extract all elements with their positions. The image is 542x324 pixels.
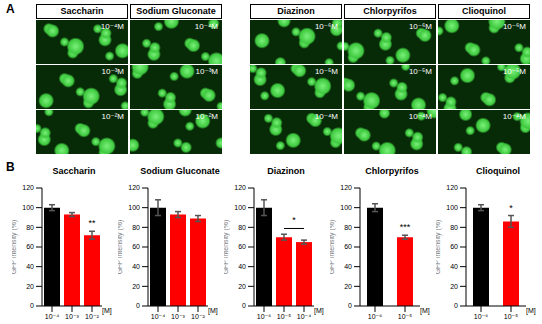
svg-text:10⁻⁵: 10⁻⁵ <box>277 313 291 320</box>
html-text:10⁻⁵M: 10⁻⁵M <box>314 67 338 76</box>
html-text:10⁻⁴M: 10⁻⁴M <box>100 22 124 31</box>
svg-text:10⁻⁴: 10⁻⁴ <box>45 313 60 320</box>
html-text:10⁻⁶M: 10⁻⁶M <box>314 22 338 31</box>
svg-text:60: 60 <box>450 243 458 250</box>
svg-text:40: 40 <box>238 263 246 270</box>
svg-text:60: 60 <box>238 243 246 250</box>
svg-text:GFP intensity (%): GFP intensity (%) <box>12 220 18 275</box>
html-text:10⁻⁴M: 10⁻⁴M <box>502 112 526 121</box>
svg-text:40: 40 <box>344 263 352 270</box>
html-text:A: A <box>6 2 15 16</box>
svg-text:80: 80 <box>238 224 246 231</box>
svg-text:0: 0 <box>348 302 352 309</box>
html-text:Diazinon: Diazinon <box>277 6 315 16</box>
svg-text:100: 100 <box>128 204 140 211</box>
html-text:10⁻²M: 10⁻²M <box>101 112 124 121</box>
html-text:[M]: [M] <box>208 307 218 314</box>
svg-text:GFP intensity (%): GFP intensity (%) <box>118 220 124 275</box>
svg-text:120: 120 <box>446 184 458 191</box>
svg-text:120: 120 <box>128 184 140 191</box>
svg-text:10⁻⁶: 10⁻⁶ <box>474 313 488 320</box>
svg-text:***: *** <box>400 222 411 232</box>
svg-text:60: 60 <box>132 243 140 250</box>
svg-text:120: 120 <box>22 184 34 191</box>
svg-text:20: 20 <box>26 283 34 290</box>
html-text:Chlorpyrifos: Chlorpyrifos <box>365 166 419 176</box>
svg-text:0: 0 <box>454 302 458 309</box>
svg-text:120: 120 <box>340 184 352 191</box>
svg-text:10⁻²: 10⁻² <box>191 313 205 320</box>
html-text:[M]: [M] <box>314 307 324 314</box>
html-text:B: B <box>6 160 15 174</box>
svg-text:60: 60 <box>26 243 34 250</box>
html-text:10⁻²M: 10⁻²M <box>195 112 218 121</box>
html-text:10⁻⁶M: 10⁻⁶M <box>502 22 526 31</box>
svg-text:80: 80 <box>450 224 458 231</box>
html-text:Clioquinol: Clioquinol <box>476 166 520 176</box>
svg-text:20: 20 <box>450 283 458 290</box>
svg-text:10⁻⁴: 10⁻⁴ <box>297 313 312 320</box>
svg-text:20: 20 <box>344 283 352 290</box>
html-text:10⁻⁵M: 10⁻⁵M <box>408 67 432 76</box>
svg-text:40: 40 <box>26 263 34 270</box>
svg-text:*: * <box>292 215 296 225</box>
html-text:[M]: [M] <box>102 307 112 314</box>
svg-text:10⁻⁶: 10⁻⁶ <box>368 313 382 320</box>
svg-text:10⁻³: 10⁻³ <box>65 313 79 320</box>
html-text:[M]: [M] <box>420 307 430 314</box>
svg-text:20: 20 <box>238 283 246 290</box>
svg-text:10⁻²: 10⁻² <box>85 313 99 320</box>
svg-text:10⁻³: 10⁻³ <box>171 313 185 320</box>
svg-text:80: 80 <box>26 224 34 231</box>
html-text:10⁻⁴M: 10⁻⁴M <box>314 112 338 121</box>
html-text:10⁻³M: 10⁻³M <box>101 67 124 76</box>
html-text:10⁻⁶M: 10⁻⁶M <box>408 22 432 31</box>
html-text:Saccharin: Saccharin <box>52 166 96 176</box>
svg-text:80: 80 <box>132 224 140 231</box>
svg-text:40: 40 <box>450 263 458 270</box>
html-text:[M]: [M] <box>526 307 536 314</box>
svg-text:10⁻⁵: 10⁻⁵ <box>504 313 518 320</box>
html-text:Sodium Gluconate: Sodium Gluconate <box>136 6 216 16</box>
svg-text:10⁻⁶: 10⁻⁶ <box>257 313 271 320</box>
html-text:10⁻³M: 10⁻³M <box>195 67 218 76</box>
html-text:10⁻⁴M: 10⁻⁴M <box>408 112 432 121</box>
html-text:Clioquinol: Clioquinol <box>462 6 506 16</box>
html-text:Chlorpyrifos: Chlorpyrifos <box>363 6 417 16</box>
html-text:Saccharin: Saccharin <box>60 6 104 16</box>
html-text:Diazinon: Diazinon <box>267 166 305 176</box>
svg-text:0: 0 <box>30 302 34 309</box>
svg-text:100: 100 <box>340 204 352 211</box>
svg-text:*: * <box>509 203 513 213</box>
svg-text:40: 40 <box>132 263 140 270</box>
svg-text:GFP intensity (%): GFP intensity (%) <box>330 220 336 275</box>
svg-text:80: 80 <box>344 224 352 231</box>
svg-text:**: ** <box>88 218 96 228</box>
svg-text:0: 0 <box>136 302 140 309</box>
svg-text:100: 100 <box>22 204 34 211</box>
svg-text:60: 60 <box>344 243 352 250</box>
svg-text:0: 0 <box>242 302 246 309</box>
svg-text:GFP intensity (%): GFP intensity (%) <box>436 220 442 275</box>
html-text:Sodium Gluconate: Sodium Gluconate <box>140 166 220 176</box>
svg-text:120: 120 <box>234 184 246 191</box>
html-text:10⁻⁵M: 10⁻⁵M <box>502 67 526 76</box>
svg-text:10⁻⁴: 10⁻⁴ <box>151 313 166 320</box>
svg-text:20: 20 <box>132 283 140 290</box>
svg-text:10⁻⁵: 10⁻⁵ <box>398 313 412 320</box>
svg-text:100: 100 <box>234 204 246 211</box>
html-text:10⁻⁴M: 10⁻⁴M <box>194 22 218 31</box>
svg-text:100: 100 <box>446 204 458 211</box>
svg-text:GFP intensity (%): GFP intensity (%) <box>224 220 230 275</box>
